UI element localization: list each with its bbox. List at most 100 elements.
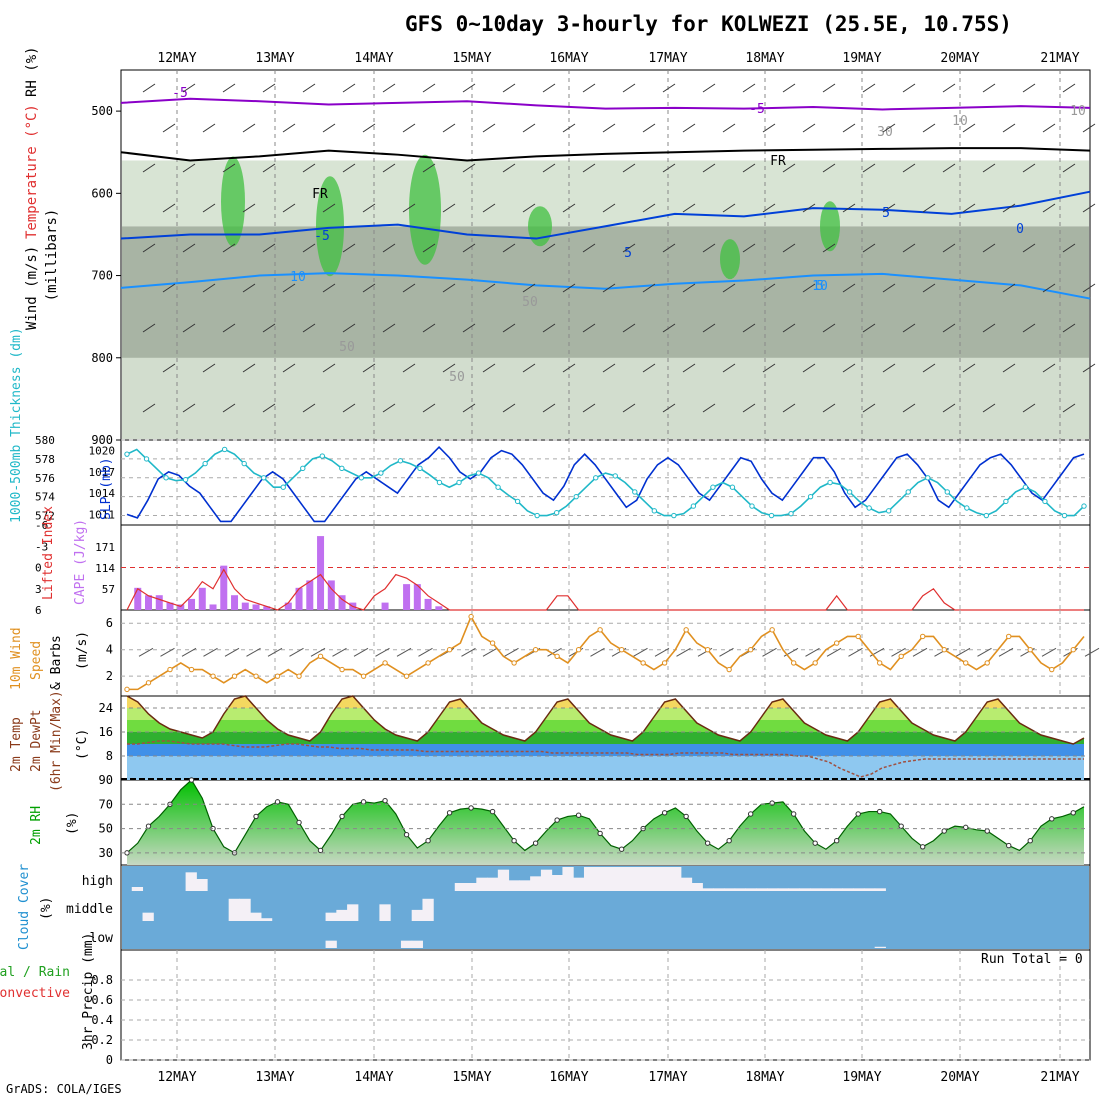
wind-barb <box>502 323 516 333</box>
cape-bar <box>284 602 292 610</box>
wind-barb <box>462 83 476 93</box>
day-label-top: 12MAY <box>157 51 196 66</box>
rh-point <box>704 840 711 846</box>
cloud-gap-high <box>659 867 671 891</box>
thickness-tick: 574 <box>35 491 55 504</box>
rh-point <box>339 813 345 820</box>
rh-high-cell <box>720 239 740 280</box>
wind-speed-point <box>489 640 496 646</box>
cloud-gap-middle <box>142 912 154 921</box>
wind-speed-point <box>575 646 582 653</box>
wind-barb <box>742 243 756 253</box>
wind-barb <box>302 403 316 413</box>
thickness-point <box>280 484 286 490</box>
rh-point <box>489 808 496 815</box>
wind-barb-10m <box>224 647 240 657</box>
wind-barb <box>942 163 956 173</box>
wind-barb <box>182 83 196 93</box>
rh-point <box>124 850 130 856</box>
panel-frame-wind <box>120 609 1091 697</box>
wind-barb <box>262 243 276 253</box>
wind-barb-10m <box>719 647 734 657</box>
wind-barb <box>862 163 876 173</box>
wind-barb <box>842 123 856 133</box>
wind-speed-point <box>790 660 797 666</box>
wind-barb <box>942 323 956 333</box>
wind-barb <box>222 403 236 413</box>
wind-barb <box>422 403 436 413</box>
cloud-gap-high <box>476 877 488 891</box>
cloud-gap-high <box>799 888 811 891</box>
contour-label: 50 <box>339 340 355 355</box>
wind-barb <box>682 363 696 373</box>
wind-barb-10m <box>203 647 218 657</box>
wind-barb <box>882 123 896 133</box>
wind-barb <box>442 363 456 373</box>
wind-barb <box>782 83 796 93</box>
rh-point <box>855 811 861 817</box>
wind-barb <box>482 203 496 213</box>
cloud-row-label: low <box>90 931 114 946</box>
wind-barb <box>582 83 596 93</box>
day-label-bottom: 15MAY <box>452 1070 491 1085</box>
wind-barb <box>702 403 716 413</box>
wind-barb <box>662 83 676 93</box>
cloud-gap-high <box>777 888 790 891</box>
cloud-gap-low <box>874 946 886 948</box>
cape-tick: 114 <box>95 562 115 575</box>
cloud-gap-high <box>573 877 585 891</box>
wind-barb <box>262 403 276 413</box>
wind-barb <box>1042 283 1056 293</box>
wind-barb-10m <box>590 647 605 657</box>
precip-tick: 0 <box>106 1053 113 1067</box>
rh-point <box>575 812 582 818</box>
wind-barb <box>842 363 856 373</box>
wind-barb <box>462 163 476 173</box>
thickness-point <box>651 508 658 514</box>
wind-barb <box>1062 163 1076 173</box>
thickness-point <box>436 479 443 486</box>
wind-speed-point <box>898 653 904 660</box>
wind-speed-point <box>1070 646 1076 653</box>
day-label-bottom: 17MAY <box>648 1070 687 1085</box>
cloud-gap-high <box>756 888 768 891</box>
rh-point <box>812 840 818 846</box>
wind-barb <box>1022 243 1036 253</box>
wind-speed-point <box>468 613 474 620</box>
cape-bar <box>413 584 421 610</box>
wind-barb <box>442 283 456 293</box>
wind-barb <box>862 243 876 253</box>
wind-barb <box>482 123 496 133</box>
cape-axis-title-group: CAPE (J/kg) <box>73 519 88 605</box>
temp-axis-title: 2m Temp <box>9 717 24 772</box>
rh-point <box>446 810 453 816</box>
wind-speed-point <box>274 673 281 679</box>
temp-unit: (°C) <box>75 729 90 760</box>
contour-label: 5 <box>882 206 890 221</box>
thickness-point <box>749 503 755 509</box>
cloud-gap-high <box>723 888 736 891</box>
day-label-top: 16MAY <box>549 51 588 66</box>
wind-barb <box>1002 283 1016 293</box>
wind-barb <box>822 163 836 173</box>
wind-speed-point <box>554 653 560 660</box>
cloud-gap-high <box>745 888 757 891</box>
wind-barb <box>682 123 696 133</box>
wind-barb <box>162 283 176 293</box>
thickness-point <box>1081 503 1087 509</box>
li-axis-title: Lifted Index <box>41 506 56 600</box>
cloud-gap-high <box>734 888 746 891</box>
wind-barb <box>622 403 636 413</box>
wind-barb <box>502 83 516 93</box>
wind-speed-point <box>618 646 625 653</box>
wind-barb <box>542 323 556 333</box>
wind-speed-point <box>1006 633 1012 640</box>
slp-tick: 1014 <box>89 487 116 500</box>
wind-barb <box>442 203 456 213</box>
wind-speed-point <box>511 660 517 666</box>
wind-barb <box>222 83 236 93</box>
contour-label: 10 <box>1070 104 1086 119</box>
wind-barb-10m <box>504 647 519 657</box>
thickness-point <box>983 512 990 519</box>
